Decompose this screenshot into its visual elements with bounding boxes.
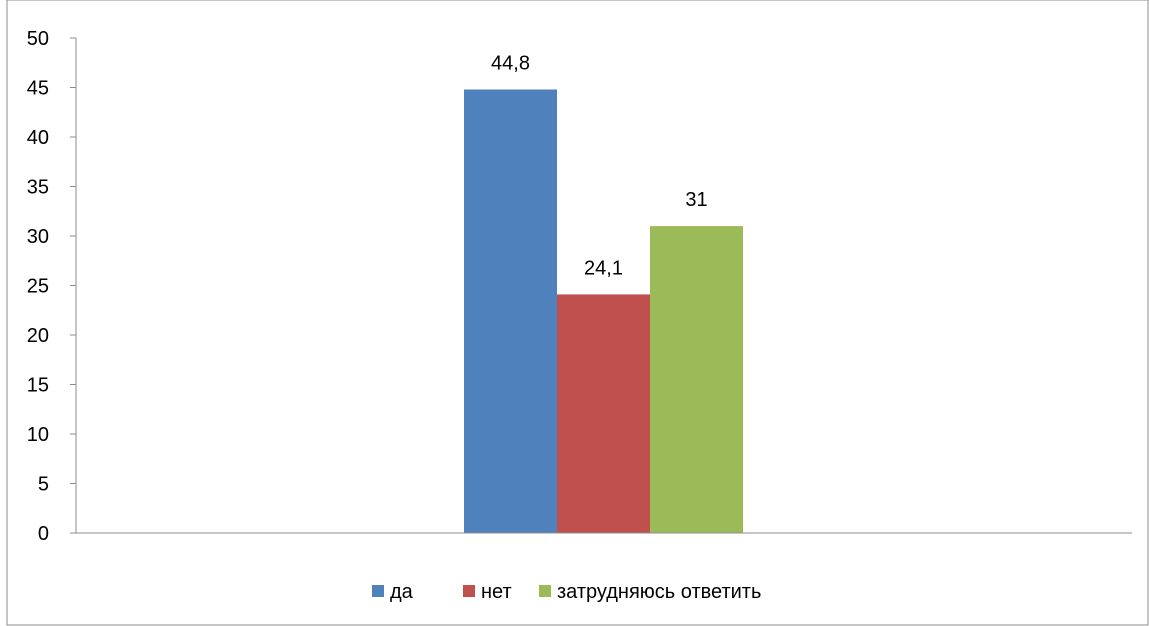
- y-tick-label: 30: [27, 226, 49, 248]
- bar-3: [650, 226, 743, 533]
- legend-swatch-2: [463, 585, 475, 597]
- legend-label-3: затрудняюсь ответить: [557, 581, 761, 603]
- bars: 44,8 24,1 31: [464, 52, 743, 533]
- data-label-3: 31: [685, 189, 707, 211]
- legend-label-1: да: [390, 581, 414, 603]
- legend-swatch-1: [372, 585, 384, 597]
- bar-2: [557, 294, 650, 533]
- y-tick-label: 10: [27, 424, 49, 446]
- data-label-2: 24,1: [584, 257, 623, 279]
- legend-swatch-3: [539, 585, 551, 597]
- y-tick-label: 5: [38, 474, 49, 496]
- legend: да нет затрудняюсь ответить: [372, 581, 761, 603]
- y-tick-label: 0: [38, 523, 49, 545]
- y-tick-label: 35: [27, 177, 49, 199]
- legend-label-2: нет: [481, 581, 512, 603]
- bar-1: [464, 89, 557, 533]
- data-label-1: 44,8: [491, 52, 530, 74]
- y-tick-label: 15: [27, 375, 49, 397]
- y-axis-ticks: 0 5 10 15 20 25 30 35 40 45 50: [27, 28, 76, 545]
- y-tick-label: 50: [27, 28, 49, 50]
- y-tick-label: 45: [27, 78, 49, 100]
- y-tick-label: 40: [27, 127, 49, 149]
- y-tick-label: 25: [27, 276, 49, 298]
- y-tick-label: 20: [27, 325, 49, 347]
